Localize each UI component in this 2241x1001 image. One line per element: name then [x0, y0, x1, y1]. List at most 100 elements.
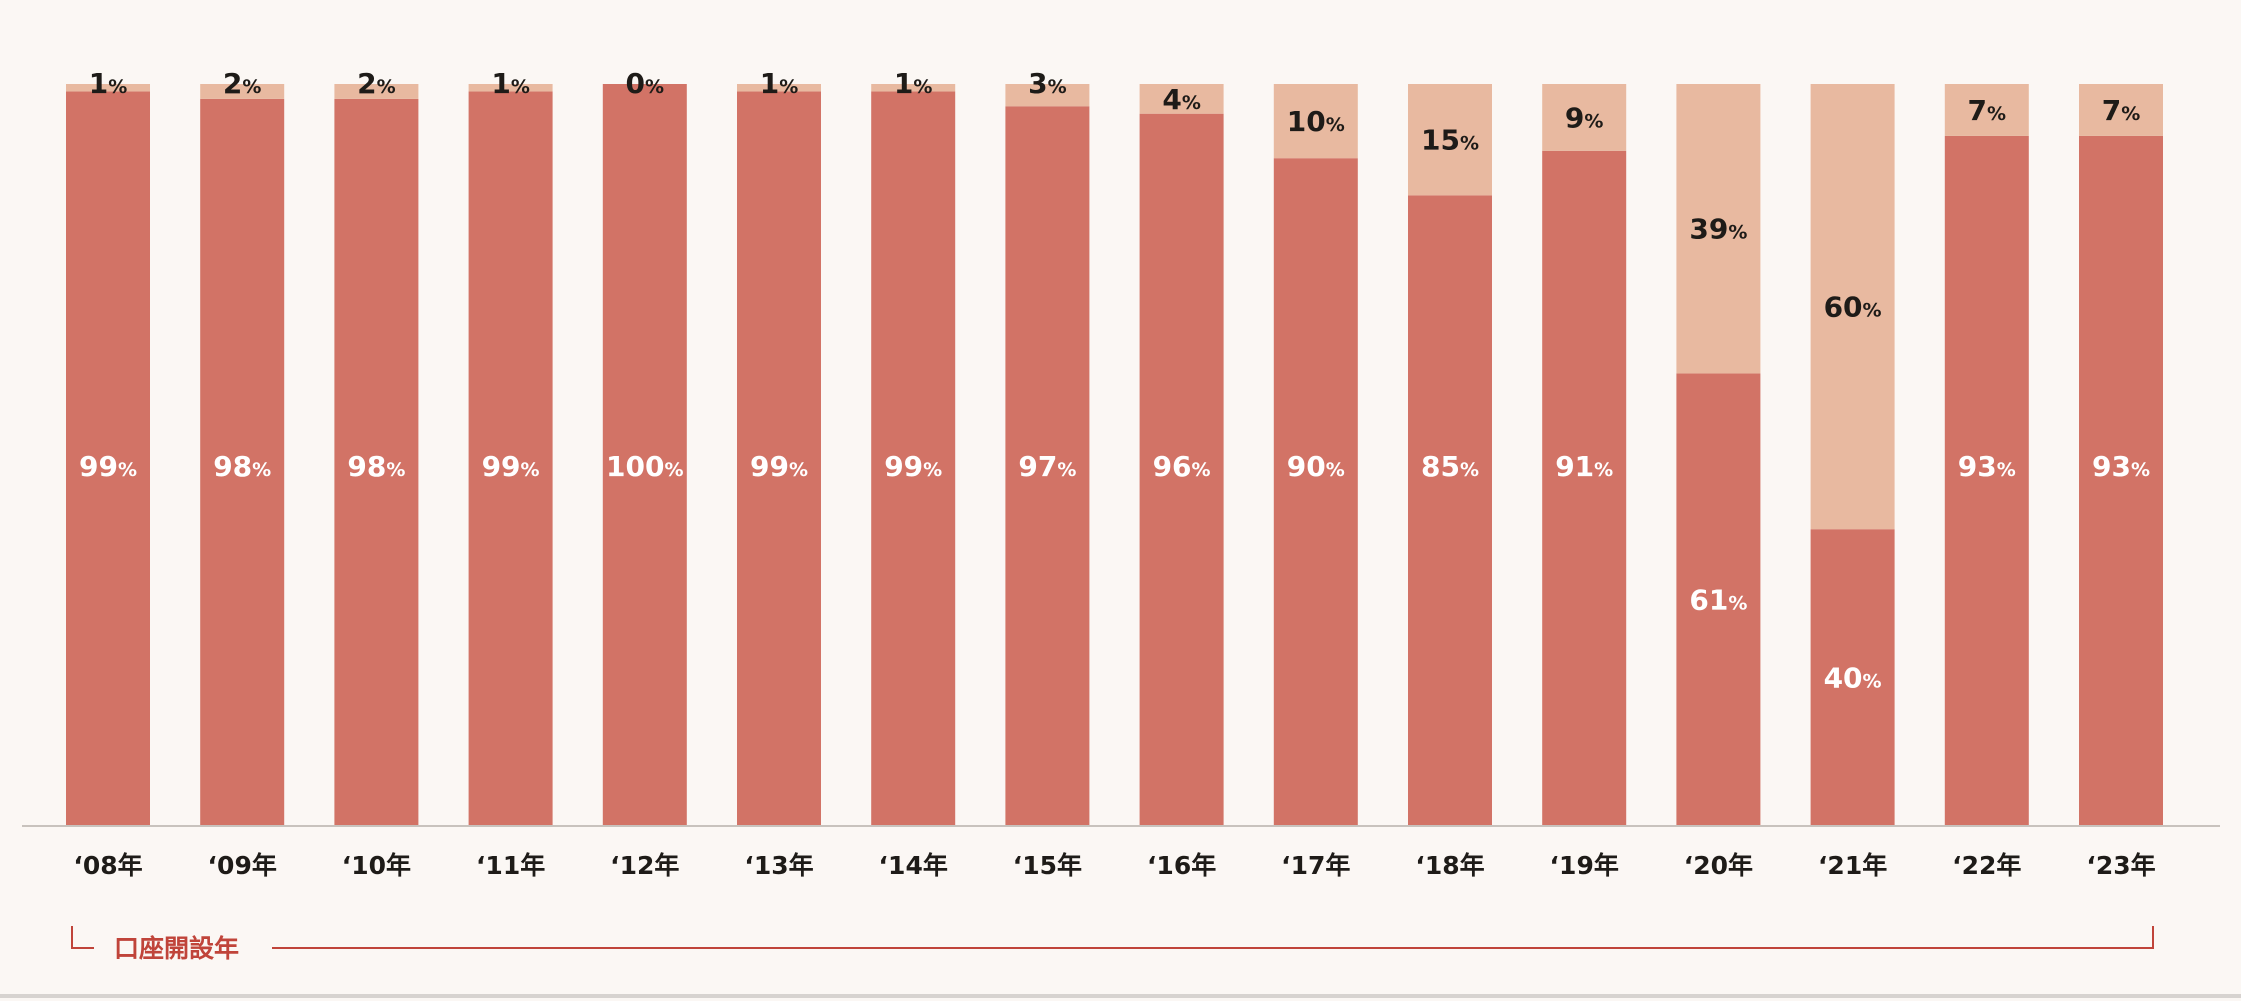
bar-group: 99%1% [871, 67, 956, 827]
data-label-primary-unit: % [386, 459, 405, 481]
data-label-secondary-unit: % [2121, 103, 2140, 125]
data-label-primary-unit: % [1728, 593, 1747, 615]
data-label-secondary: 15% [1421, 124, 1479, 157]
data-label-secondary: 1% [491, 67, 530, 100]
x-tick-label: ‘11年 [476, 851, 545, 880]
data-label-secondary: 9% [1565, 101, 1604, 134]
data-label-primary-unit: % [118, 459, 137, 481]
data-label-primary: 61% [1689, 584, 1747, 617]
data-label-secondary-value: 2 [357, 67, 376, 100]
data-label-primary-unit: % [1192, 459, 1211, 481]
bar-segment-primary [1542, 150, 1627, 826]
bar-segment-secondary [200, 84, 285, 99]
data-label-primary-unit: % [2131, 459, 2150, 481]
x-tick-label: ‘12年 [610, 851, 679, 880]
data-label-primary-unit: % [1594, 459, 1613, 481]
bar-segment-primary [1408, 195, 1492, 827]
data-label-primary: 93% [2092, 450, 2150, 483]
data-label-primary: 98% [347, 450, 405, 483]
data-label-primary: 99% [884, 450, 942, 483]
bar-segment-secondary [1408, 84, 1492, 196]
data-label-secondary-unit: % [913, 76, 932, 98]
x-tick-label: ‘14年 [879, 851, 948, 880]
x-tick-label: ‘13年 [744, 851, 813, 880]
bottom-divider [0, 994, 2241, 998]
bar-segment-primary [200, 98, 285, 827]
data-label-secondary-unit: % [1863, 300, 1882, 322]
data-label-secondary-value: 1 [760, 67, 779, 100]
x-tick-label: ‘20年 [1684, 851, 1753, 880]
data-label-primary-value: 85 [1421, 450, 1460, 483]
bar-segment-primary [1944, 135, 2029, 826]
data-label-primary-value: 99 [750, 450, 789, 483]
bar-segment-primary [1273, 158, 1358, 826]
bar-segment-secondary [1810, 84, 1895, 530]
bar-group: 90%10% [1273, 84, 1358, 826]
bar-segment-primary [737, 91, 821, 827]
bars-layer: 99%1%98%2%98%2%99%1%100%0%99%1%99%1%97%3… [66, 67, 2163, 827]
x-tick-label: ‘09年 [208, 851, 277, 880]
bracket-line-right [272, 926, 2154, 949]
data-label-primary-value: 93 [1958, 450, 1997, 483]
data-label-primary: 96% [1153, 450, 1211, 483]
data-label-secondary: 1% [894, 67, 933, 100]
data-label-secondary-value: 9 [1565, 101, 1584, 134]
data-label-secondary-unit: % [1460, 133, 1479, 155]
data-label-secondary-value: 1 [89, 67, 108, 100]
bar-group: 98%2% [200, 67, 285, 827]
data-label-primary-value: 98 [213, 450, 252, 483]
x-tick-label: ‘19年 [1550, 851, 1619, 880]
data-label-primary: 90% [1287, 450, 1345, 483]
bar-segment-secondary [737, 84, 821, 92]
bar-segment-primary [66, 91, 150, 827]
data-label-primary: 85% [1421, 450, 1479, 483]
data-label-secondary: 39% [1689, 213, 1747, 246]
data-label-primary-value: 40 [1824, 662, 1863, 695]
data-label-secondary-unit: % [1987, 103, 2006, 125]
data-label-primary-value: 97 [1018, 450, 1057, 483]
data-label-secondary-value: 1 [491, 67, 510, 100]
data-label-primary-unit: % [1997, 459, 2016, 481]
data-label-secondary: 1% [760, 67, 799, 100]
bar-segment-secondary [1542, 84, 1627, 151]
bar-group: 100%0% [602, 67, 687, 826]
bar-segment-secondary [871, 84, 956, 92]
data-label-secondary-unit: % [1728, 222, 1747, 244]
data-label-primary-value: 93 [2092, 450, 2131, 483]
bar-group: 96% 4% [1139, 83, 1224, 827]
bracket-left-hook [71, 926, 94, 949]
data-label-primary: 91% [1555, 450, 1613, 483]
data-label-secondary: 4% [1162, 83, 1201, 116]
data-label-secondary: 7% [1968, 94, 2007, 127]
data-label-primary-value: 100 [606, 450, 664, 483]
data-label-secondary-value: 7 [2102, 94, 2121, 127]
data-label-secondary-value: 4 [1162, 83, 1181, 116]
bar-segment-primary [1810, 529, 1895, 826]
data-label-primary-value: 99 [482, 450, 521, 483]
bar-segment-secondary [1944, 84, 2029, 136]
data-label-secondary-unit: % [511, 76, 530, 98]
data-label-secondary-unit: % [1048, 76, 1067, 98]
bar-segment-secondary [66, 84, 150, 92]
x-tick-label: ‘23年 [2086, 851, 2155, 880]
x-tick-labels: ‘08年 ‘09年 ‘10年 ‘11年 ‘12年 ‘13年 ‘14年 ‘15年 ‘16年 ‘17年… [73, 851, 2155, 880]
x-tick-label: ‘15年 [1013, 851, 1082, 880]
data-label-primary: 97% [1018, 450, 1076, 483]
bar-group: 98% 2% [334, 67, 419, 827]
bar-group: 99%1% [468, 67, 553, 827]
data-label-secondary-value: 10 [1287, 105, 1326, 138]
bar-group: 91% 9% [1542, 84, 1627, 826]
bar-segment-primary [871, 91, 956, 827]
bar-segment-primary [334, 98, 419, 827]
data-label-primary-unit: % [789, 459, 808, 481]
bar-segment-primary [1139, 113, 1224, 827]
data-label-secondary-value: 1 [894, 67, 913, 100]
data-label-secondary: 3% [1028, 67, 1067, 100]
data-label-secondary-unit: % [645, 76, 664, 98]
x-tick-label: ‘18年 [1415, 851, 1484, 880]
data-label-primary-value: 99 [884, 450, 923, 483]
data-label-primary: 99% [79, 450, 137, 483]
x-tick-label: ‘21年 [1818, 851, 1887, 880]
data-label-secondary-value: 15 [1421, 124, 1460, 157]
data-label-primary: 99% [482, 450, 540, 483]
